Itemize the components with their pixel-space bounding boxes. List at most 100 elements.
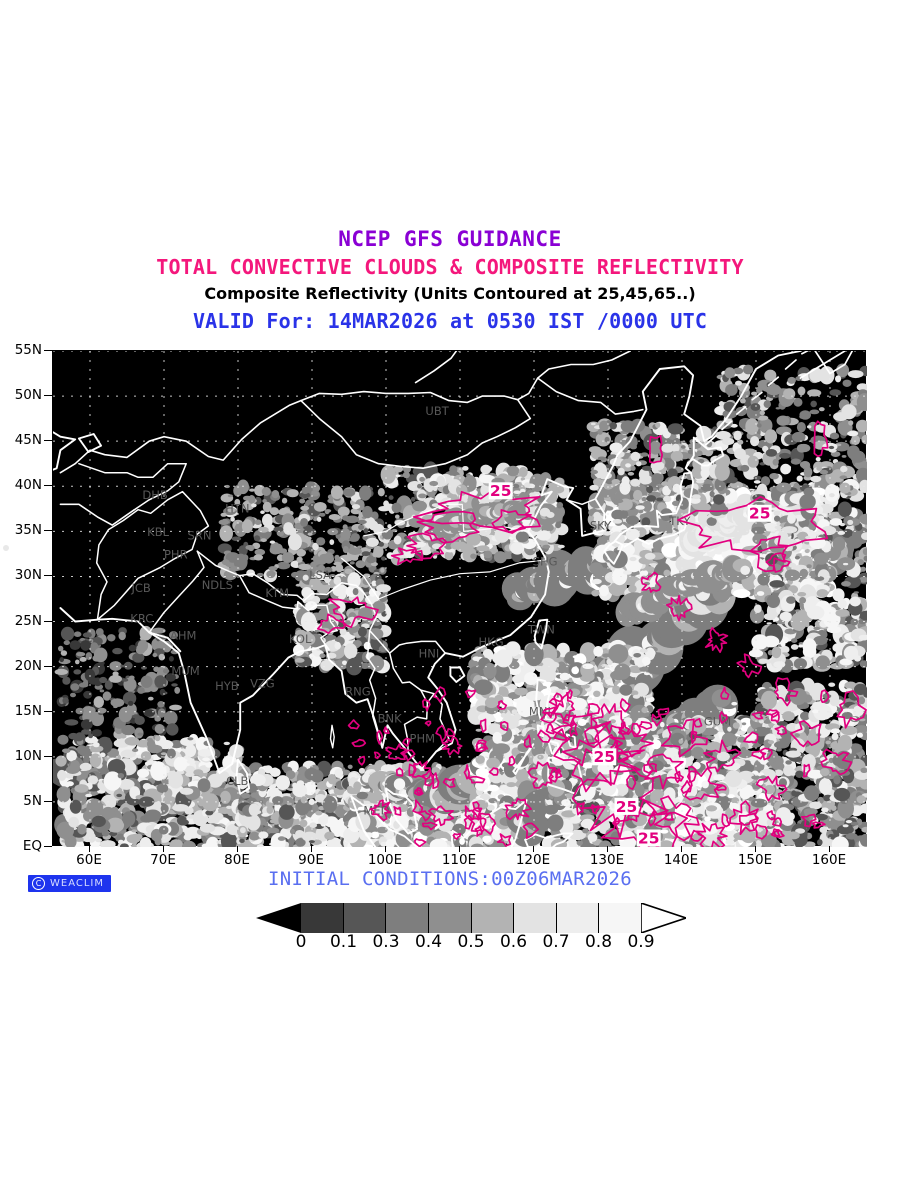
city-label: KBL	[147, 525, 169, 539]
city-label: DHB	[142, 488, 168, 502]
city-label: HYB	[215, 679, 239, 693]
y-tick-mark	[44, 710, 52, 712]
title-ncep: NCEP GFS GUIDANCE	[338, 227, 562, 251]
x-tick-mark	[237, 846, 238, 852]
contour-label: 25	[490, 482, 512, 500]
x-axis-ticks	[52, 846, 866, 854]
x-tick-label: 100E	[367, 852, 403, 868]
colorbar-tick-label: 0.8	[584, 932, 613, 952]
reflectivity-contours	[316, 420, 867, 847]
x-tick-label: 60E	[76, 852, 102, 868]
initial-conditions-label: INITIAL CONDITIONS:00Z06MAR2026	[268, 868, 632, 890]
city-label: LSA	[309, 568, 331, 582]
y-tick-mark	[44, 530, 52, 532]
colorbar-tick-label: 0.3	[372, 932, 400, 952]
colorbar-cell	[428, 903, 472, 933]
contour-label: 25	[749, 505, 771, 523]
x-tick-mark	[755, 846, 756, 852]
y-tick-mark	[44, 350, 52, 351]
city-label: HTN	[225, 501, 249, 515]
colorbar-tick-label: 0.4	[414, 932, 443, 952]
x-tick-label: 120E	[515, 852, 551, 868]
map-plot-area[interactable]: UBT DHB HTN KBL SRN PHR LSA SHG JCB NDLS KTM KRC AHM…	[52, 350, 867, 847]
chart-title-block: NCEP GFS GUIDANCE TOTAL CONVECTIVE CLOUD…	[0, 226, 900, 335]
x-tick-mark	[89, 846, 90, 852]
title-product: TOTAL CONVECTIVE CLOUDS & COMPOSITE REFL…	[156, 255, 744, 279]
y-tick-label: 20N	[14, 657, 42, 674]
city-label: PHM	[410, 731, 436, 745]
x-tick-mark	[533, 846, 534, 852]
x-tick-mark	[681, 846, 682, 852]
colorbar-tick-label: 0.1	[329, 932, 358, 952]
colorbar	[256, 903, 706, 933]
title-units: Composite Reflectivity (Units Contoured …	[204, 284, 696, 303]
y-tick-label: EQ	[22, 838, 42, 854]
contour-label: 25	[594, 748, 616, 766]
colorbar-tick-label: 0.9	[627, 932, 655, 952]
city-label: NDLS	[202, 578, 233, 592]
y-tick-mark	[44, 846, 52, 847]
x-tick-mark	[311, 846, 312, 852]
colorbar-cell	[514, 903, 557, 933]
y-tick-label: 10N	[14, 747, 42, 764]
x-tick-label: 90E	[298, 852, 324, 868]
y-tick-mark	[44, 800, 52, 802]
city-label: KRC	[130, 611, 153, 625]
city-label: CLB	[226, 774, 248, 788]
x-tick-mark	[829, 846, 830, 852]
x-tick-mark	[385, 846, 386, 852]
city-label: SRN	[188, 529, 212, 543]
coastlines-and-borders	[53, 351, 854, 847]
colorbar-tick-label: 0.7	[542, 932, 570, 952]
colorbar-cell	[556, 903, 600, 933]
x-tick-label: 80E	[224, 852, 250, 868]
y-tick-label: 5N	[23, 792, 42, 809]
colorbar-cell	[343, 903, 387, 933]
colorbar-tick-label: 0	[295, 932, 307, 952]
colorbar-tick-label: 0.6	[499, 932, 528, 952]
contour-label: 25	[638, 829, 660, 847]
y-tick-mark	[44, 620, 52, 622]
city-label: PHR	[164, 547, 188, 561]
y-tick-mark	[44, 755, 52, 757]
city-label: SKY	[590, 519, 612, 533]
city-label: HNI	[419, 647, 440, 661]
colorbar-under-arrow	[256, 903, 301, 933]
city-label: KOL	[289, 632, 312, 646]
y-tick-mark	[44, 485, 52, 487]
weaclim-logo: C WEACLIM	[28, 875, 112, 892]
colorbar-labels: 0 0.1 0.3 0.4 0.5 0.6 0.7 0.8 0.9	[256, 932, 706, 956]
colorbar-tick-label: 0.5	[457, 932, 485, 952]
city-label: TWN	[527, 622, 555, 636]
y-tick-mark	[44, 395, 52, 397]
city-label: GUM	[704, 714, 731, 728]
city-label: MUM	[171, 664, 199, 678]
x-tick-mark	[163, 846, 164, 852]
colorbar-cell	[301, 903, 344, 933]
y-tick-label: 50N	[14, 387, 42, 404]
logo-label: WEACLIM	[50, 878, 105, 889]
y-tick-label: 15N	[14, 702, 42, 719]
y-tick-mark	[44, 440, 52, 442]
y-tick-label: 25N	[14, 612, 42, 629]
y-axis-labels: EQ 5N 10N 15N 20N 25N 30N 35N 40N 45N 50N 55N	[0, 342, 52, 854]
x-tick-label: 160E	[811, 852, 847, 868]
city-label: VZG	[250, 676, 275, 690]
y-tick-label: 40N	[14, 477, 42, 494]
y-tick-mark	[44, 575, 52, 577]
colorbar-cell	[386, 903, 429, 933]
colorbar-over-arrow	[641, 903, 686, 933]
x-tick-label: 140E	[663, 852, 699, 868]
x-tick-mark	[607, 846, 608, 852]
x-tick-label: 130E	[589, 852, 625, 868]
x-tick-label: 150E	[737, 852, 773, 868]
y-tick-label: 45N	[14, 432, 42, 449]
colorbar-cell	[599, 903, 641, 933]
city-label: SHG	[533, 555, 558, 569]
city-label: MED	[363, 804, 389, 818]
city-label: UBT	[425, 404, 449, 418]
y-axis-ticks	[0, 350, 52, 847]
